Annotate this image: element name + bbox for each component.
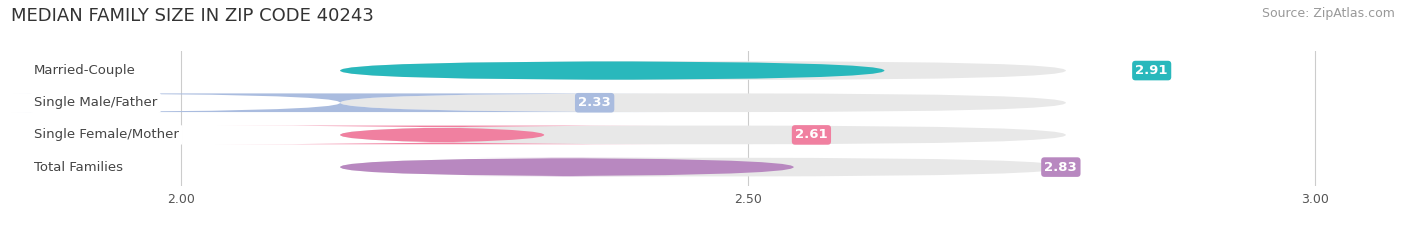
Text: Total Families: Total Families: [34, 161, 122, 174]
Text: 2.61: 2.61: [796, 128, 828, 141]
Text: MEDIAN FAMILY SIZE IN ZIP CODE 40243: MEDIAN FAMILY SIZE IN ZIP CODE 40243: [11, 7, 374, 25]
Text: Married-Couple: Married-Couple: [34, 64, 136, 77]
FancyBboxPatch shape: [11, 93, 669, 112]
FancyBboxPatch shape: [340, 158, 1066, 176]
Text: 2.33: 2.33: [578, 96, 612, 109]
FancyBboxPatch shape: [340, 126, 1066, 144]
Text: 2.91: 2.91: [1136, 64, 1168, 77]
FancyBboxPatch shape: [340, 158, 794, 176]
Text: Single Female/Mother: Single Female/Mother: [34, 128, 179, 141]
Text: Single Male/Father: Single Male/Father: [34, 96, 157, 109]
Text: Source: ZipAtlas.com: Source: ZipAtlas.com: [1261, 7, 1395, 20]
FancyBboxPatch shape: [340, 61, 1066, 80]
FancyBboxPatch shape: [340, 93, 1066, 112]
FancyBboxPatch shape: [215, 126, 669, 144]
FancyBboxPatch shape: [340, 61, 884, 80]
Text: 2.83: 2.83: [1045, 161, 1077, 174]
